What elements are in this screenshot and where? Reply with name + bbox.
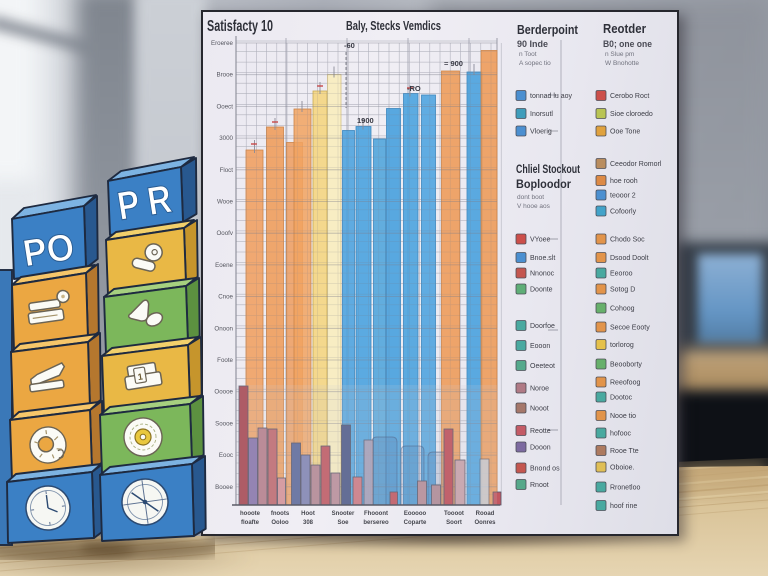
svg-text:1900: 1900 [357, 116, 374, 125]
svg-text:Eooon: Eooon [530, 343, 550, 350]
svg-text:Rooad: Rooad [476, 511, 495, 517]
svg-text:A sopec tio: A sopec tio [519, 60, 551, 67]
svg-text:Eeoroo: Eeoroo [610, 271, 633, 278]
svg-text:Brooe: Brooe [216, 72, 233, 79]
svg-text:308: 308 [303, 520, 314, 526]
svg-text:Soooe: Soooe [215, 420, 233, 427]
svg-text:Nooe tio: Nooe tio [610, 413, 636, 420]
svg-text:PO: PO [20, 226, 77, 275]
svg-text:Coparte: Coparte [404, 520, 427, 526]
svg-text:Oeeteot: Oeeteot [530, 363, 555, 370]
svg-text:Nooot: Nooot [530, 406, 549, 413]
svg-text:Soe: Soe [337, 520, 349, 526]
svg-text:-60: -60 [344, 41, 355, 50]
svg-text:Reeofoog: Reeofoog [610, 380, 640, 387]
svg-text:Chliel Stockout: Chliel Stockout [516, 164, 580, 176]
svg-text:hoe rooh: hoe rooh [610, 178, 638, 185]
svg-text:Cnoe: Cnoe [218, 294, 233, 301]
svg-text:Bnond os: Bnond os [530, 466, 560, 473]
svg-text:n Slue pm: n Slue pm [605, 51, 634, 58]
svg-text:Reotder: Reotder [603, 21, 646, 36]
svg-text:Dsood Doolt: Dsood Doolt [610, 255, 649, 262]
svg-text:VYoee: VYoee [530, 237, 550, 244]
svg-text:Satisfacty 10: Satisfacty 10 [207, 18, 273, 35]
svg-text:90 Inde: 90 Inde [517, 39, 548, 49]
svg-text:B0; one one: B0; one one [603, 39, 652, 49]
svg-text:Ooloo: Ooloo [271, 520, 289, 526]
svg-text:3000: 3000 [219, 135, 233, 142]
svg-text:Baly, Stecks Vemdics: Baly, Stecks Vemdics [346, 19, 441, 33]
svg-text:Doonte: Doonte [530, 287, 553, 294]
svg-text:teooor 2: teooor 2 [610, 193, 636, 200]
svg-text:Wooe: Wooe [217, 199, 234, 206]
svg-text:floafte: floafte [241, 520, 260, 526]
svg-text:Eooooo: Eooooo [404, 511, 427, 517]
svg-text:Ooofv: Ooofv [216, 230, 233, 237]
svg-text:Soort: Soort [446, 520, 462, 526]
svg-text:fnoots: fnoots [271, 511, 290, 517]
svg-text:Reotte: Reotte [530, 428, 551, 435]
svg-text:1: 1 [137, 371, 144, 382]
svg-text:Nnonoc: Nnonoc [530, 271, 555, 278]
svg-text:Floct: Floct [220, 167, 234, 174]
svg-text:Hoot: Hoot [301, 511, 315, 517]
svg-text:Foote: Foote [217, 357, 233, 364]
svg-text:Ooe Tone: Ooe Tone [610, 129, 640, 136]
svg-text:Ceeodor Romorl: Ceeodor Romorl [610, 161, 662, 168]
svg-text:Dootoc: Dootoc [610, 395, 633, 402]
svg-text:hooote: hooote [240, 511, 261, 517]
svg-text:-RO: -RO [407, 84, 421, 93]
svg-text:bersereo: bersereo [363, 520, 389, 526]
svg-text:Onoon: Onoon [214, 325, 233, 332]
svg-text:hoof rine: hoof rine [610, 503, 637, 510]
svg-text:Sotog D: Sotog D [610, 287, 635, 294]
svg-text:Doorfoe: Doorfoe [530, 323, 555, 330]
svg-text:n Toot: n Toot [519, 51, 537, 58]
svg-text:Snooter: Snooter [332, 511, 355, 517]
svg-text:Ooect: Ooect [216, 103, 233, 110]
svg-text:Cohoog: Cohoog [610, 306, 635, 313]
svg-text:Toooot: Toooot [444, 511, 464, 517]
svg-text:Boploodor: Boploodor [516, 179, 571, 191]
svg-text:dont boot: dont boot [517, 194, 544, 201]
svg-text:Eoene: Eoene [215, 262, 233, 269]
svg-text:Fhooont: Fhooont [364, 511, 388, 517]
svg-text:Inorsutl: Inorsutl [530, 111, 553, 118]
svg-text:Oboioe.: Oboioe. [610, 465, 635, 472]
svg-text:Eooc: Eooc [219, 452, 233, 459]
svg-text:Bnoe.slt: Bnoe.slt [530, 255, 555, 262]
svg-text:V hooe aos: V hooe aos [517, 203, 551, 210]
svg-text:Eroeree: Eroeree [211, 40, 234, 47]
svg-text:hofooc: hofooc [610, 431, 632, 438]
svg-text:Secoe Eooty: Secoe Eooty [610, 325, 650, 332]
svg-text:W Bnohotte: W Bnohotte [605, 60, 639, 67]
svg-text:Booee: Booee [215, 484, 233, 491]
svg-text:torlorog: torlorog [610, 342, 634, 349]
svg-text:Berderpoint: Berderpoint [517, 23, 579, 37]
svg-text:Cerobo Roct: Cerobo Roct [610, 93, 649, 100]
svg-text:Sioe cloroedo: Sioe cloroedo [610, 111, 653, 118]
svg-text:Rronetloo: Rronetloo [610, 485, 640, 492]
svg-text:Ooooe: Ooooe [214, 389, 233, 396]
svg-text:Beooborty: Beooborty [610, 362, 642, 369]
svg-text:tonnad lu aoy: tonnad lu aoy [530, 93, 573, 100]
svg-text:Oonres: Oonres [474, 520, 496, 526]
svg-text:Noroe: Noroe [530, 386, 549, 393]
svg-text:P R: P R [114, 177, 174, 229]
svg-text:Vloerig: Vloerig [530, 129, 552, 136]
svg-text:Chodo Soc: Chodo Soc [610, 237, 645, 244]
svg-text:Rooe Tte: Rooe Tte [610, 448, 639, 455]
svg-text:Cofoorly: Cofoorly [610, 209, 637, 216]
svg-text:Rnoot: Rnoot [530, 482, 549, 489]
svg-text:Dooon: Dooon [530, 445, 551, 452]
svg-text:= 900: = 900 [444, 59, 463, 68]
